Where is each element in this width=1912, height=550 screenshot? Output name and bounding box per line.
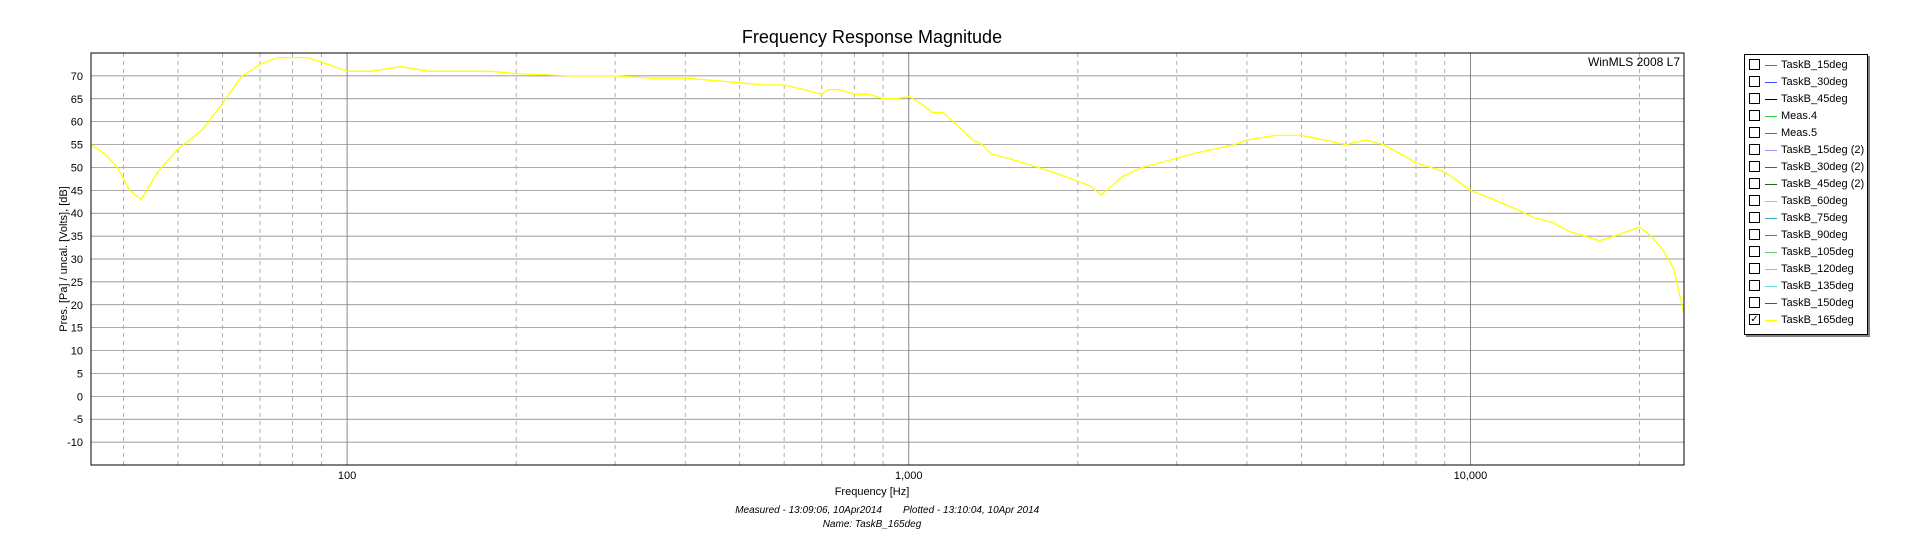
chart-title: Frequency Response Magnitude xyxy=(742,27,1002,47)
legend-checkbox[interactable] xyxy=(1749,127,1760,138)
legend-swatch xyxy=(1765,99,1777,100)
y-tick-label: 5 xyxy=(77,368,83,380)
legend-swatch xyxy=(1765,150,1777,151)
legend-item[interactable]: TaskB_135deg xyxy=(1745,278,1867,295)
legend-swatch xyxy=(1765,286,1777,287)
legend-item[interactable]: TaskB_75deg xyxy=(1745,210,1867,227)
legend-checkbox[interactable] xyxy=(1749,161,1760,172)
legend-checkbox[interactable] xyxy=(1749,212,1760,223)
y-tick-label: 45 xyxy=(71,185,83,197)
plot-frame xyxy=(90,52,1685,466)
y-tick-label: -10 xyxy=(67,437,83,449)
legend-checkbox[interactable] xyxy=(1749,110,1760,121)
footer-measured: Measured - 13:09:06, 10Apr2014 xyxy=(735,505,882,516)
legend-item[interactable]: TaskB_150deg xyxy=(1745,295,1867,312)
legend-swatch xyxy=(1765,201,1777,202)
y-tick-label: 25 xyxy=(71,277,83,289)
x-tick-label: 10,000 xyxy=(1454,470,1488,482)
legend-swatch xyxy=(1765,303,1777,304)
legend-item[interactable]: ✓ TaskB_165deg xyxy=(1745,312,1867,329)
y-tick-label: 65 xyxy=(71,94,83,106)
legend-swatch xyxy=(1765,184,1777,185)
legend-label: TaskB_75deg xyxy=(1781,212,1848,224)
legend-swatch xyxy=(1765,269,1777,270)
legend-checkbox[interactable] xyxy=(1749,178,1760,189)
legend-item[interactable]: Meas.4 xyxy=(1745,108,1867,125)
y-tick-label: 55 xyxy=(71,140,83,152)
legend-label: TaskB_105deg xyxy=(1781,246,1854,258)
legend-swatch xyxy=(1765,320,1777,321)
legend-swatch xyxy=(1765,65,1777,66)
legend-label: TaskB_15deg (2) xyxy=(1781,144,1865,156)
legend-label: TaskB_30deg xyxy=(1781,76,1848,88)
legend-checkbox[interactable] xyxy=(1749,280,1760,291)
legend-checkbox[interactable] xyxy=(1749,297,1760,308)
y-tick-label: -5 xyxy=(73,414,83,426)
x-tick-label: 100 xyxy=(338,470,356,482)
y-tick-label: 10 xyxy=(71,346,83,358)
legend-label: Meas.4 xyxy=(1781,110,1818,122)
legend-label: Meas.5 xyxy=(1781,127,1818,139)
series-layer xyxy=(90,56,1685,315)
legend-swatch xyxy=(1765,218,1777,219)
legend-item[interactable]: TaskB_30deg xyxy=(1745,74,1867,91)
legend-label: TaskB_30deg (2) xyxy=(1781,161,1865,173)
legend-label: TaskB_165deg xyxy=(1781,314,1854,326)
y-tick-label: 30 xyxy=(71,254,83,266)
y-tick-label: 0 xyxy=(77,391,83,403)
y-tick-label: 70 xyxy=(71,71,83,83)
legend-swatch xyxy=(1765,252,1777,253)
y-tick-label: 20 xyxy=(71,300,83,312)
legend-item[interactable]: TaskB_120deg xyxy=(1745,261,1867,278)
legend-item[interactable]: TaskB_60deg xyxy=(1745,193,1867,210)
legend-label: TaskB_150deg xyxy=(1781,297,1854,309)
legend-checkbox[interactable] xyxy=(1749,263,1760,274)
x-axis-label: Frequency [Hz] xyxy=(835,486,910,498)
legend-item[interactable]: TaskB_90deg xyxy=(1745,227,1867,244)
y-tick-label: 35 xyxy=(71,231,83,243)
legend-label: TaskB_90deg xyxy=(1781,229,1848,241)
y-tick-label: 60 xyxy=(71,117,83,129)
x-tick-labels: 100 1,000 10,000 xyxy=(338,470,1487,482)
y-tick-label: 15 xyxy=(71,323,83,335)
legend-swatch xyxy=(1765,235,1777,236)
grid xyxy=(91,53,1684,465)
legend-label: TaskB_135deg xyxy=(1781,280,1854,292)
x-tick-label: 1,000 xyxy=(895,470,923,482)
y-tick-label: 50 xyxy=(71,162,83,174)
watermark: WinMLS 2008 L7 xyxy=(1588,55,1680,69)
legend-label: TaskB_45deg xyxy=(1781,93,1848,105)
footer-plotted: Plotted - 13:10:04, 10Apr 2014 xyxy=(903,505,1040,516)
legend-item[interactable]: TaskB_45deg xyxy=(1745,91,1867,108)
footer-name: Name: TaskB_165deg xyxy=(823,519,922,530)
legend-item[interactable]: TaskB_15deg (2) xyxy=(1745,142,1867,159)
legend-checkbox[interactable] xyxy=(1749,76,1760,87)
legend-label: TaskB_120deg xyxy=(1781,263,1854,275)
legend-item[interactable]: TaskB_30deg (2) xyxy=(1745,159,1867,176)
legend-swatch xyxy=(1765,116,1777,117)
legend-checkbox[interactable] xyxy=(1749,59,1760,70)
legend-item[interactable]: Meas.5 xyxy=(1745,125,1867,142)
legend-checkbox[interactable]: ✓ xyxy=(1749,314,1760,325)
legend-item[interactable]: TaskB_105deg xyxy=(1745,244,1867,261)
series-line-TaskB_165deg xyxy=(90,56,1685,315)
legend-item[interactable]: TaskB_15deg xyxy=(1745,57,1867,74)
legend-checkbox[interactable] xyxy=(1749,246,1760,257)
y-tick-label: 40 xyxy=(71,208,83,220)
legend-label: TaskB_60deg xyxy=(1781,195,1848,207)
legend-checkbox[interactable] xyxy=(1749,195,1760,206)
legend-checkbox[interactable] xyxy=(1749,229,1760,240)
legend-checkbox[interactable] xyxy=(1749,93,1760,104)
y-axis-label: Pres. [Pa] / uncal. [Volts], [dB] xyxy=(58,186,70,332)
legend-swatch xyxy=(1765,167,1777,168)
legend-checkbox[interactable] xyxy=(1749,144,1760,155)
legend-label: TaskB_45deg (2) xyxy=(1781,178,1865,190)
legend-label: TaskB_15deg xyxy=(1781,59,1848,71)
legend-swatch xyxy=(1765,133,1777,134)
legend-item[interactable]: TaskB_45deg (2) xyxy=(1745,176,1867,193)
legend-swatch xyxy=(1765,82,1777,83)
legend: TaskB_15deg TaskB_30deg TaskB_45deg Meas.4 M… xyxy=(1744,54,1868,335)
